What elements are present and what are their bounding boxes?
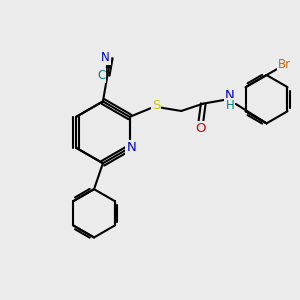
Text: N: N bbox=[225, 89, 235, 102]
Text: S: S bbox=[152, 99, 160, 112]
Text: Br: Br bbox=[278, 58, 291, 71]
Text: O: O bbox=[195, 122, 206, 135]
Text: C: C bbox=[97, 69, 105, 82]
Text: N: N bbox=[101, 51, 110, 64]
Text: H: H bbox=[225, 99, 234, 112]
Text: N: N bbox=[126, 141, 136, 154]
